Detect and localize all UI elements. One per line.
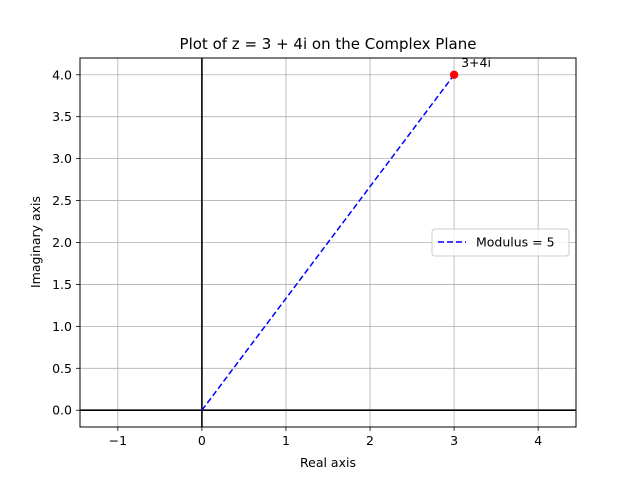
y-tick-label: 1.0	[52, 319, 72, 334]
points-layer: 3+4i	[449, 55, 491, 79]
y-tick-label: 3.5	[52, 109, 72, 124]
ticks: −1 0 1 2 3 4 0.0 0.5 1.0 1.5 2.0 2.5 3.0 3.5 4.0	[52, 67, 542, 448]
x-tick-label: 3	[450, 433, 458, 448]
data-point-z	[449, 70, 459, 79]
legend: Modulus = 5	[431, 228, 570, 257]
series-line-modulus	[201, 74, 455, 411]
y-tick-label: 0.5	[52, 361, 72, 376]
y-tick-label: 3.0	[52, 151, 72, 166]
y-axis-label: Imaginary axis	[28, 196, 43, 288]
x-tick-label: 2	[366, 433, 374, 448]
chart-title: Plot of z = 3 + 4i on the Complex Plane	[180, 35, 477, 53]
legend-frame	[431, 228, 570, 257]
x-tick-label: 4	[534, 433, 542, 448]
x-tick-label: 0	[198, 433, 206, 448]
legend-entry-label: Modulus = 5	[476, 235, 555, 250]
data-point-label: 3+4i	[461, 55, 491, 70]
y-tick-label: 2.5	[52, 193, 72, 208]
y-tick-label: 2.0	[52, 235, 72, 250]
series-layer	[201, 74, 455, 411]
x-tick-label: −1	[109, 433, 127, 448]
axis-lines	[80, 58, 576, 427]
x-axis-label: Real axis	[300, 455, 356, 470]
y-tick-label: 1.5	[52, 277, 72, 292]
y-tick-label: 4.0	[52, 67, 72, 82]
x-tick-label: 1	[282, 433, 290, 448]
y-tick-label: 0.0	[52, 403, 72, 418]
